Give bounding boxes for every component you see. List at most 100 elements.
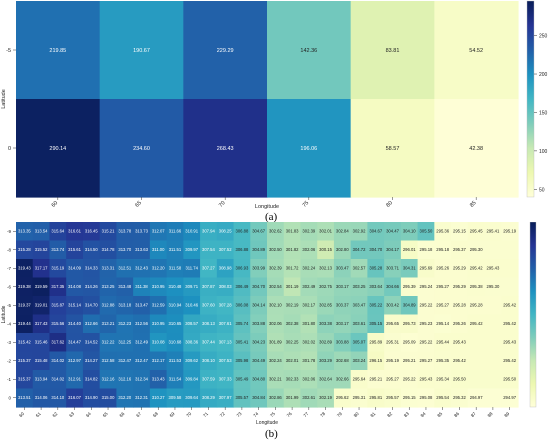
- cell-value-label: 309.97: [185, 247, 198, 252]
- heatmap-cell: [133, 240, 151, 260]
- heatmap-cell: [267, 222, 285, 242]
- cell-value-label: 294.97: [470, 395, 483, 400]
- cell-value-label: 301.89: [269, 340, 282, 345]
- heatmap-cell: [82, 259, 101, 279]
- heatmap-cell: [166, 259, 184, 279]
- cell-value-label: 229.29: [217, 48, 234, 54]
- heatmap-cell: [183, 1, 268, 100]
- heatmap-cell: [82, 222, 101, 242]
- heatmap-cell: [434, 296, 452, 316]
- cell-value-label: 295.23: [420, 321, 433, 326]
- heatmap-cell: [350, 277, 368, 297]
- heatmap-cell: [317, 351, 335, 371]
- heatmap-a: 219.85 190.67 229.29 142.36 83.81 54.52 290.14…: [1, 0, 548, 210]
- heatmap-cell: [484, 388, 502, 408]
- heatmap-cell: [32, 222, 51, 242]
- panel-label-a: (a): [265, 211, 278, 223]
- x-tick-label: 78: [319, 411, 326, 418]
- heatmap-cell: [384, 351, 402, 371]
- heatmap-cell: [16, 351, 34, 371]
- cell-value-label: 295.42: [470, 321, 483, 326]
- heatmap-cell: [400, 351, 419, 371]
- heatmap-cell: [216, 296, 235, 316]
- heatmap-cell: [149, 388, 168, 408]
- cell-value-label: 314.40: [68, 321, 81, 326]
- heatmap-cell: [200, 277, 218, 297]
- heatmap-cell: [32, 388, 51, 408]
- heatmap-cell: [484, 351, 502, 371]
- heatmap-cell: [149, 259, 168, 279]
- x-tick-label: 60: [51, 200, 60, 209]
- x-tick-label: 80: [353, 411, 360, 418]
- cell-value-label: 305.28: [369, 266, 382, 271]
- heatmap-cell: [133, 277, 151, 297]
- cell-value-label: 309.62: [185, 358, 198, 363]
- cell-value-label: 313.63: [135, 247, 148, 252]
- heatmap-cell: [333, 388, 352, 408]
- cell-value-label: 304.10: [403, 229, 416, 234]
- cell-value-label: 317.62: [51, 340, 64, 345]
- cell-value-label: 312.88: [102, 303, 115, 308]
- heatmap-cell: [116, 388, 134, 408]
- cell-value-label: 295.64: [353, 377, 366, 382]
- heatmap-cell: [333, 314, 352, 334]
- cell-value-label: 304.31: [403, 266, 416, 271]
- heatmap-cell: [166, 370, 184, 390]
- heatmap-cell: [149, 333, 168, 353]
- heatmap-cell: [133, 314, 151, 334]
- x-tick-label: 71: [202, 411, 209, 418]
- x-tick-label: 89: [503, 411, 510, 418]
- heatmap-cell: [367, 296, 385, 316]
- cell-value-label: 295.41: [486, 229, 499, 234]
- heatmap-cell: [116, 259, 134, 279]
- heatmap-cell: [367, 333, 385, 353]
- cell-value-label: 295.19: [386, 358, 399, 363]
- heatmap-cell: [367, 351, 385, 371]
- x-tick-label: 73: [236, 411, 243, 418]
- heatmap-cell: [300, 259, 318, 279]
- y-tick-label: -9: [7, 229, 11, 234]
- heatmap-cell: [484, 314, 502, 334]
- heatmap-cell: [183, 388, 201, 408]
- heatmap-cell: [166, 277, 184, 297]
- cell-value-label: 315.37: [18, 358, 31, 363]
- heatmap-cell: [99, 314, 117, 334]
- heatmap-cell: [16, 99, 101, 198]
- cell-value-label: 310.95: [152, 284, 165, 289]
- x-axis-label: Longitude: [255, 204, 279, 210]
- cell-value-label: 54.52: [469, 48, 483, 54]
- cell-value-label: 313.54: [35, 229, 48, 234]
- heatmap-cell: [417, 370, 435, 390]
- cell-value-label: 303.38: [319, 321, 332, 326]
- heatmap-cell: [49, 222, 67, 242]
- cell-value-label: 303.29: [319, 358, 332, 363]
- heatmap-cell: [183, 370, 201, 390]
- heatmap-cell: [317, 370, 335, 390]
- heatmap-cell: [233, 388, 251, 408]
- heatmap-cell: [49, 314, 67, 334]
- cell-value-label: 304.67: [252, 229, 265, 234]
- cell-value-label: 310.68: [169, 340, 182, 345]
- cell-value-label: 268.43: [217, 146, 234, 152]
- heatmap-cell: [300, 351, 318, 371]
- cell-value-label: 305.50: [420, 229, 433, 234]
- cell-value-label: 295.69: [420, 266, 433, 271]
- heatmap-cell: [434, 277, 452, 297]
- cell-value-label: 295.27: [436, 303, 449, 308]
- cell-value-label: 295.26: [436, 266, 449, 271]
- heatmap-cell: [484, 333, 502, 353]
- heatmap-cell: [501, 296, 519, 316]
- heatmap-cell: [267, 240, 285, 260]
- y-tick-label: 0: [8, 395, 11, 400]
- heatmap-cell: [200, 351, 218, 371]
- y-tick-label: 0: [8, 146, 11, 152]
- cell-value-label: 295.22: [420, 303, 433, 308]
- heatmap-cell: [133, 222, 151, 242]
- x-tick-label: 86: [453, 411, 460, 418]
- heatmap-cell: [116, 351, 134, 371]
- cell-value-label: 311.53: [169, 358, 182, 363]
- heatmap-cell: [233, 277, 251, 297]
- cell-value-label: 312.59: [152, 303, 165, 308]
- cell-value-label: 313.43: [152, 377, 165, 382]
- cell-value-label: 304.89: [252, 247, 265, 252]
